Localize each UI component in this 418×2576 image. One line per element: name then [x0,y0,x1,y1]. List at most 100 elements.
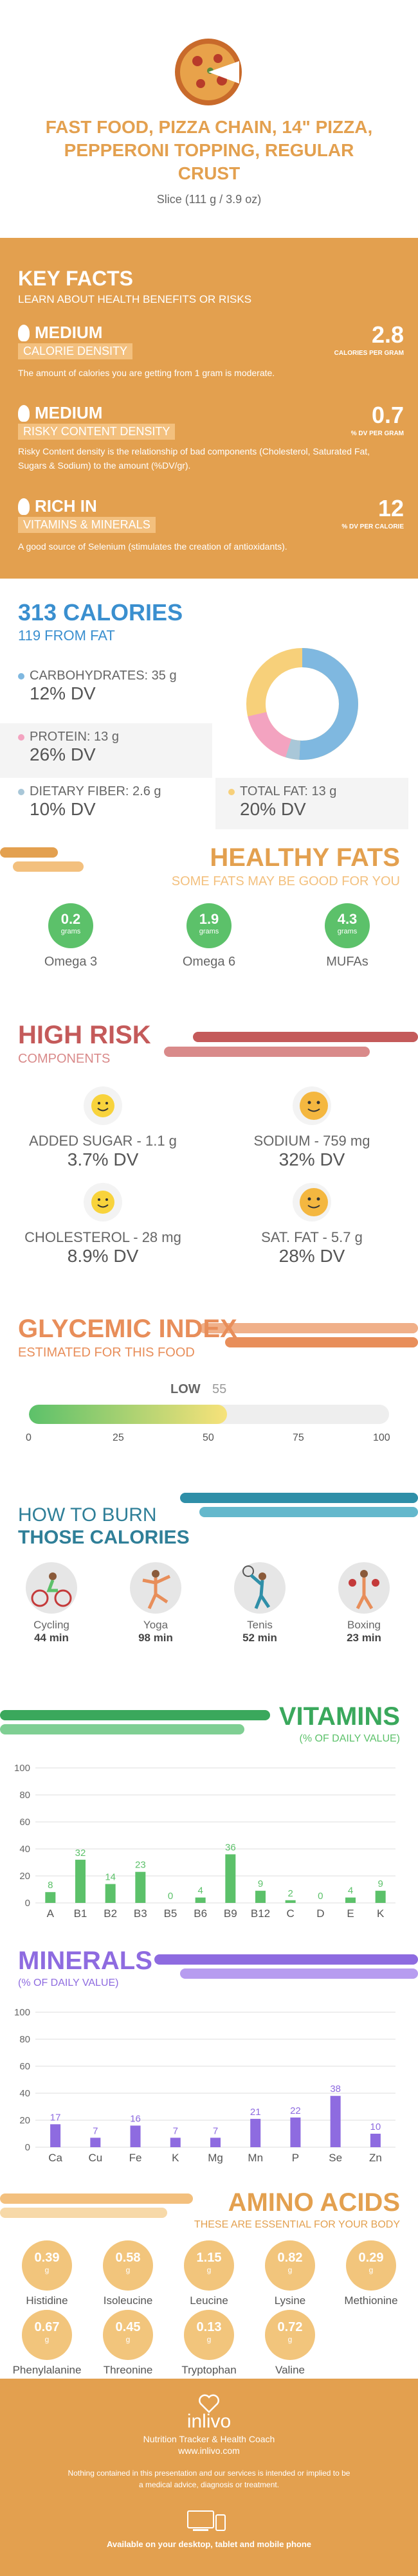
fiber-label: DIETARY FIBER: 2.6 g [30,784,161,798]
minerals-section: MINERALS (% OF DAILY VALUE) 0 20 40 60 80 100… [0,1935,418,2179]
activity-cycling: Cycling 44 min [19,1562,84,1644]
category-label: Mn [248,2152,263,2164]
protein-dv: 26% DV [30,744,96,764]
bar-value-label: 4 [348,1886,353,1896]
decor-stripe [199,1507,418,1517]
activity-name: Tenis [247,1619,273,1631]
healthy-fats-section: HEALTHY FATS SOME FATS MAY BE GOOD FOR Y… [0,829,418,990]
fact-unit: CALORIES PER GRAM [334,350,404,357]
category-label: B1 [74,1907,87,1920]
boxing-icon [338,1562,390,1614]
yoga-icon [130,1562,181,1614]
amino-grid: 0.39 g Histidine 0.58 g Isoleucine 1.15 g Leucin… [0,2240,418,2377]
vitamins-subtitle: (% OF DAILY VALUE) [299,1733,400,1744]
y-tick-label: 40 [19,2088,30,2099]
glycemic-title: GLYCEMIC INDEX [18,1315,237,1343]
risk-label: SODIUM - 759 mg [253,1133,370,1149]
smiley-icon [293,1086,331,1125]
category-label: C [287,1907,295,1920]
bar [345,1897,356,1903]
decor-stripe [199,1323,418,1333]
protein-dot [18,734,24,741]
bar [105,1884,116,1903]
fat-row: TOTAL FAT: 13 g 20% DV [215,778,408,829]
amino-unit: g [125,2335,131,2344]
activity-name: Boxing [347,1619,381,1631]
fact-vitamins-minerals: RICH IN VITAMINS & MINERALS 12 % DV PER … [18,495,404,566]
fact-unit: % DV PER CALORIE [341,523,404,530]
y-tick-label: 60 [19,1817,30,1828]
bar-value-label: 4 [197,1886,203,1896]
fat-unit: grams [337,928,358,935]
burn-title-line1: HOW TO BURN [18,1504,157,1526]
amino-name: Histidine [26,2294,68,2307]
fact-desc: Risky Content density is the relationshi… [18,446,370,471]
category-label: K [377,1907,385,1920]
decor-stripe [0,2193,193,2204]
amino-value: 0.58 [115,2251,141,2265]
fat-dv: 20% DV [240,799,306,819]
fat-name: Omega 3 [44,955,98,969]
fat-value: 4.3 [337,911,358,927]
fiber-dot [18,789,24,795]
fat-dot [228,789,235,795]
fiber-dv: 10% DV [30,799,96,819]
decor-stripe [13,861,84,872]
category-label: Fe [129,2152,142,2164]
amino-item: 0.13 g Tryptophan [168,2310,250,2377]
high-risk-section: HIGH RISK COMPONENTS ADDED SUGAR - 1.1 g… [0,990,418,1273]
bar [375,1891,386,1903]
bar-value-label: 7 [93,2125,98,2136]
bar-value-label: 17 [50,2112,61,2123]
category-label: B3 [134,1907,147,1920]
fact-level: RICH IN [35,496,97,516]
y-tick-label: 80 [19,1790,30,1801]
glycemic-level: LOW [170,1382,201,1396]
pizza-icon [172,35,246,109]
glycemic-tick: 0 [26,1432,32,1443]
amino-name: Phenylalanine [12,2364,82,2376]
grams-circle: 1.9 grams [186,903,232,948]
decor-stripe [225,1337,418,1347]
bar [50,2124,61,2147]
heart-logo-icon [198,2394,220,2413]
amino-value: 1.15 [196,2251,222,2265]
amino-circle: 1.15 g [184,2240,234,2291]
bar-value-label: 32 [75,1848,86,1859]
y-tick-label: 20 [19,1871,30,1882]
fact-calorie-density: MEDIUM CALORIE DENSITY 2.8 CALORIES PER … [18,321,404,389]
decor-stripe [0,1710,270,1720]
amino-circle: 0.72 g [265,2310,315,2360]
bar [130,2125,141,2147]
bar-value-label: 7 [213,2125,218,2136]
category-label: Cu [88,2152,102,2164]
amino-circle: 0.13 g [184,2310,234,2360]
decor-stripe [180,1493,418,1503]
bar-value-label: 8 [48,1880,53,1891]
risk-item-satfat: SAT. FAT - 5.7 g 28% DV [222,1183,402,1266]
fact-name: RISKY CONTENT DENSITY [18,424,176,440]
amino-value: 0.45 [115,2320,141,2334]
bar [255,1891,266,1903]
y-tick-label: 40 [19,1844,30,1855]
y-tick-label: 100 [14,2007,30,2018]
bar [90,2138,101,2147]
fire-icon [18,325,30,341]
category-label: B2 [104,1907,117,1920]
amino-value: 0.29 [358,2251,384,2265]
bar-value-label: 0 [168,1891,173,1902]
amino-circle: 0.67 g [22,2310,72,2360]
protein-row: PROTEIN: 13 g 26% DV [0,723,212,778]
key-facts-subtitle: LEARN ABOUT HEALTH BENEFITS OR RISKS [18,293,252,305]
bar [210,2138,221,2147]
bar [370,2134,381,2147]
amino-name: Valine [275,2364,305,2376]
glycemic-bar-track [29,1405,389,1424]
brand-url: www.inlivo.com [178,2445,240,2456]
calories-subtitle: 119 FROM FAT [18,627,115,644]
smiley-icon [84,1183,122,1221]
glycemic-bar-fill [29,1405,227,1424]
carbs-row: CARBOHYDRATES: 35 g 12% DV [18,669,230,704]
high-risk-title: HIGH RISK [18,1021,151,1049]
calorie-donut [241,643,363,765]
